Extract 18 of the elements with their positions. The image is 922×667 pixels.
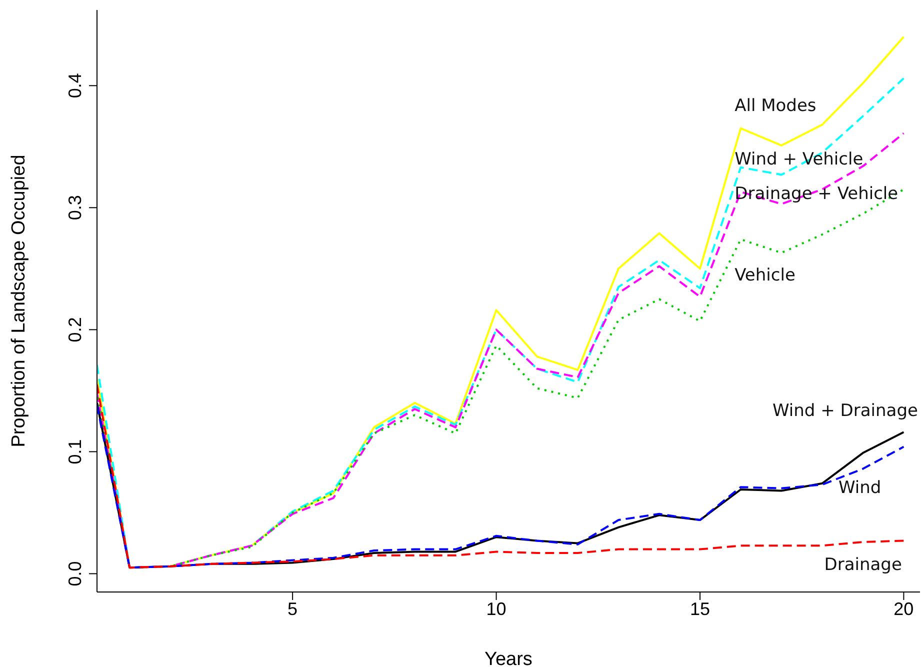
- series-label: Wind: [838, 478, 882, 498]
- y-tick-label: 0.0: [65, 561, 85, 586]
- series-label: All Modes: [734, 96, 816, 116]
- series-label: Drainage + Vehicle: [734, 184, 898, 204]
- series-label: Wind + Vehicle: [734, 150, 864, 170]
- y-tick-label: 0.4: [65, 73, 85, 98]
- x-axis-title: Years: [484, 649, 532, 667]
- x-tick-label: 20: [894, 598, 914, 619]
- y-tick-label: 0.3: [65, 195, 85, 220]
- y-axis-title: Proportion of Landscape Occupied: [8, 154, 30, 448]
- series-label: Wind + Drainage: [772, 401, 918, 422]
- series-label: Drainage: [824, 554, 902, 575]
- series-label: Vehicle: [734, 266, 796, 286]
- y-tick-label: 0.1: [65, 439, 85, 464]
- x-tick-label: 5: [288, 598, 298, 619]
- x-tick-label: 10: [486, 598, 506, 619]
- y-tick-label: 0.2: [65, 317, 85, 342]
- x-tick-label: 15: [690, 598, 710, 619]
